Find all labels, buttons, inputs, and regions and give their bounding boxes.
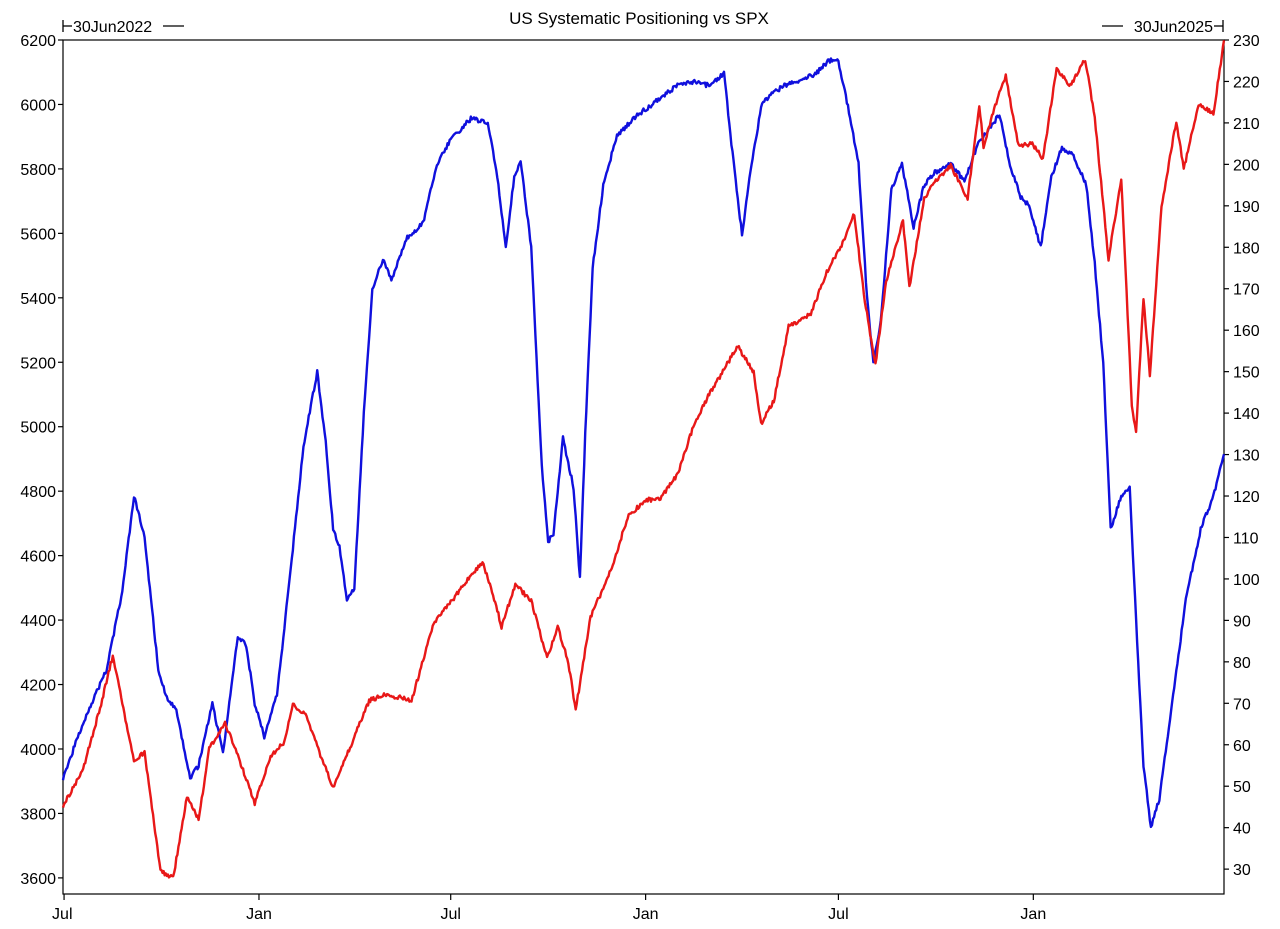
right-tick-label: 180	[1233, 240, 1260, 257]
right-tick-label: 110	[1233, 530, 1259, 547]
end-date-label: 30Jun2025	[1134, 19, 1213, 36]
series-line-1	[61, 57, 1226, 829]
right-tick-label: 160	[1233, 323, 1260, 340]
x-axis: Jul Jan Jul Jan Jul Jan	[52, 894, 1046, 923]
left-tick-label: 5800	[20, 162, 56, 179]
right-tick-label: 30	[1233, 862, 1251, 879]
start-date-label: 30Jun2022	[73, 19, 152, 36]
x-tick-label: Jan	[1020, 906, 1046, 923]
left-tick-label: 4200	[20, 678, 56, 695]
left-tick-label: 6200	[20, 33, 56, 50]
x-tick-label: Jul	[52, 906, 72, 923]
plot-frame	[62, 39, 1225, 895]
right-tick-label: 140	[1233, 406, 1260, 423]
left-tick-label: 5600	[20, 226, 56, 243]
right-tick-label: 150	[1233, 365, 1260, 382]
series-line-2	[61, 40, 1226, 879]
right-tick-label: 50	[1233, 779, 1251, 796]
left-tick-label: 3600	[20, 871, 56, 888]
left-tick-label: 4600	[20, 549, 56, 566]
end-date-marker: 30Jun2025	[1102, 19, 1224, 36]
chart-title: US Systematic Positioning vs SPX	[509, 9, 769, 28]
right-tick-label: 70	[1233, 696, 1251, 713]
start-date-marker: 30Jun2022	[62, 19, 184, 36]
left-tick-label: 3800	[20, 806, 56, 823]
right-tick-label: 230	[1233, 33, 1260, 50]
right-tick-label: 120	[1233, 489, 1260, 506]
right-tick-label: 60	[1233, 738, 1251, 755]
right-tick-label: 210	[1233, 116, 1260, 133]
x-tick-label: Jan	[246, 906, 272, 923]
series-layer	[61, 40, 1226, 879]
x-tick-label: Jan	[633, 906, 659, 923]
right-tick-label: 100	[1233, 572, 1260, 589]
right-tick-label: 170	[1233, 282, 1260, 299]
x-tick-label: Jul	[440, 906, 460, 923]
right-tick-label: 190	[1233, 199, 1260, 216]
left-tick-label: 5000	[20, 420, 56, 437]
right-axis: 30 40 50 60 70 80 90 100 110 120 130 140 150 160 170 18…	[1224, 33, 1260, 879]
left-tick-label: 5200	[20, 355, 56, 372]
right-tick-label: 220	[1233, 74, 1260, 91]
right-tick-label: 200	[1233, 157, 1260, 174]
left-tick-label: 4800	[20, 484, 56, 501]
x-tick-label: Jul	[828, 906, 848, 923]
right-tick-label: 130	[1233, 448, 1260, 465]
left-axis: 3600 3800 4000 4200 4400 4600 4800 5000 5200 5400…	[20, 33, 63, 888]
left-tick-label: 4000	[20, 742, 56, 759]
left-tick-label: 6000	[20, 97, 56, 114]
left-tick-label: 4400	[20, 613, 56, 630]
right-tick-label: 40	[1233, 821, 1251, 838]
right-tick-label: 80	[1233, 655, 1251, 672]
right-tick-label: 90	[1233, 613, 1251, 630]
left-tick-label: 5400	[20, 291, 56, 308]
